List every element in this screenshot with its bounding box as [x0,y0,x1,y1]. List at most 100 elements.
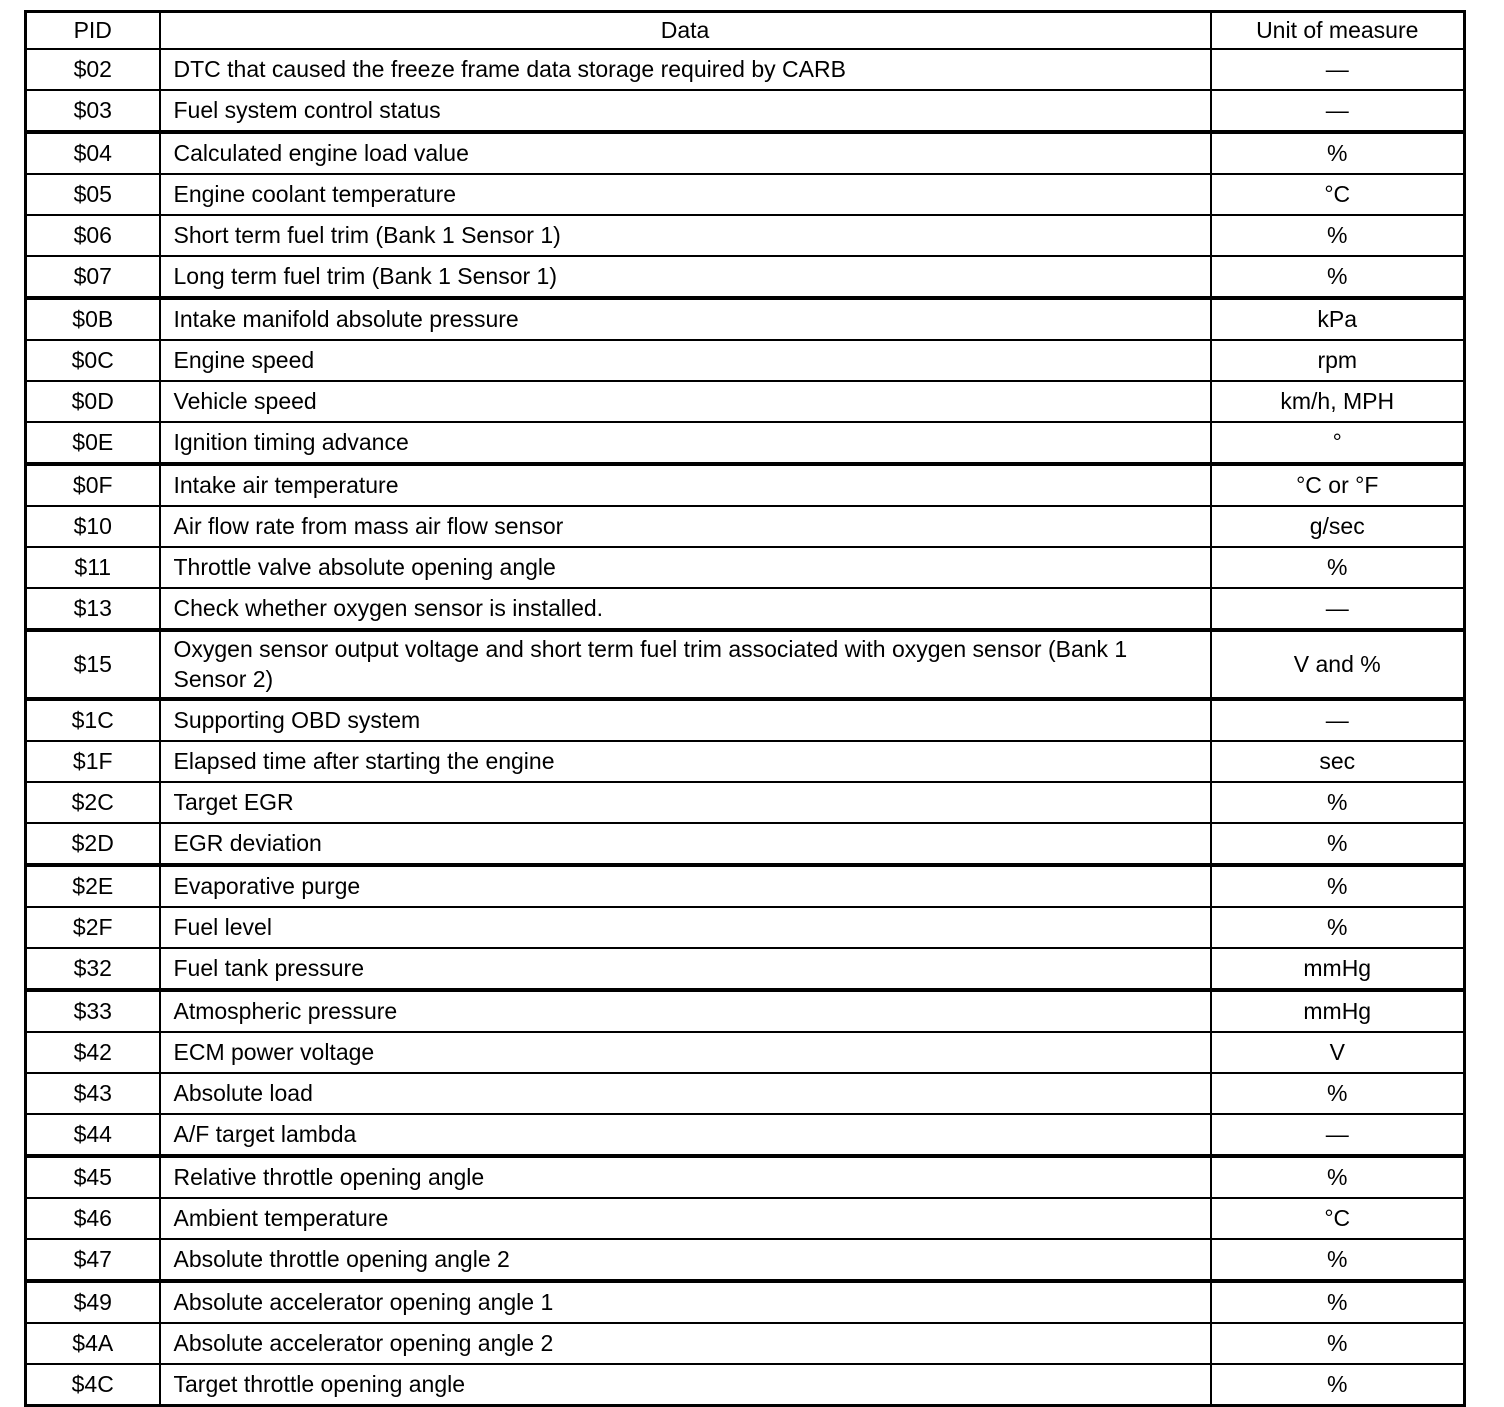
unit-cell: rpm [1209,339,1466,382]
pid-cell: $06 [24,214,161,257]
unit-cell: °C [1209,173,1466,216]
pid-cell: $2D [24,821,161,866]
unit-cell: — [1209,696,1466,742]
unit-cell: ° [1209,421,1466,465]
unit-cell: °C or °F [1209,462,1466,507]
data-cell: Air flow rate from mass air flow sensor [158,505,1212,548]
data-cell: Atmospheric pressure [158,987,1212,1033]
table-row: $02 DTC that caused the freeze frame data… [24,48,1466,91]
column-header-pid: PID [24,10,161,50]
data-cell: Intake air temperature [158,462,1212,507]
pid-cell: $02 [24,48,161,91]
table-row: $05 Engine coolant temperature °C [24,173,1466,216]
pid-cell: $42 [24,1030,161,1074]
unit-cell: kPa [1209,296,1466,341]
table-row: $33 Atmospheric pressure mmHg [24,987,1466,1033]
data-cell: Fuel tank pressure [158,946,1212,991]
table-row: $06 Short term fuel trim (Bank 1 Sensor 1… [24,214,1466,257]
data-cell: Elapsed time after starting the engine [158,739,1212,783]
data-cell: Long term fuel trim (Bank 1 Sensor 1) [158,255,1212,299]
pid-cell: $32 [24,946,161,991]
unit-cell: — [1209,48,1466,91]
table-row: $0B Intake manifold absolute pressure kPa [24,296,1466,341]
pid-cell: $1C [24,696,161,742]
pid-cell: $44 [24,1112,161,1157]
table-row: $44 A/F target lambda — [24,1112,1466,1157]
unit-cell: V and % [1209,628,1466,700]
unit-cell: mmHg [1209,987,1466,1033]
unit-cell: % [1209,546,1466,589]
pid-cell: $1F [24,739,161,783]
unit-cell: mmHg [1209,946,1466,991]
data-cell: Short term fuel trim (Bank 1 Sensor 1) [158,214,1212,257]
data-cell: Oxygen sensor output voltage and short t… [158,628,1212,700]
table-row: $42 ECM power voltage V [24,1030,1466,1074]
obd-pid-table: PID Data Unit of measure $02 DTC that cause… [24,10,1466,1407]
unit-cell: V [1209,1030,1466,1074]
pid-cell: $47 [24,1237,161,1282]
data-cell: Check whether oxygen sensor is installed… [158,587,1212,631]
data-cell: Absolute accelerator opening angle 2 [158,1321,1212,1365]
unit-cell: % [1209,905,1466,949]
unit-cell: % [1209,130,1466,175]
table-row: $1F Elapsed time after starting the engin… [24,739,1466,783]
data-cell: Fuel level [158,905,1212,949]
column-header-data: Data [158,10,1212,50]
unit-cell: — [1209,89,1466,133]
pid-cell: $07 [24,255,161,299]
table-row: $0C Engine speed rpm [24,339,1466,382]
unit-cell: % [1209,255,1466,299]
pid-cell: $03 [24,89,161,133]
data-cell: Target throttle opening angle [158,1362,1212,1407]
unit-cell: sec [1209,739,1466,783]
unit-cell: % [1209,862,1466,908]
table-row: $11 Throttle valve absolute opening angle… [24,546,1466,589]
data-cell: Evaporative purge [158,862,1212,908]
table-row: $45 Relative throttle opening angle% [24,1153,1466,1199]
table-row: $13 Check whether oxygen sensor is instal… [24,587,1466,631]
unit-cell: % [1209,1362,1466,1407]
data-cell: A/F target lambda [158,1112,1212,1157]
pid-cell: $11 [24,546,161,589]
unit-cell: °C [1209,1196,1466,1240]
table-row: $0E Ignition timing advance ° [24,421,1466,465]
table-row: $10 Air flow rate from mass air flow sens… [24,505,1466,548]
data-cell: Ignition timing advance [158,421,1212,465]
data-cell: Target EGR [158,780,1212,824]
table-body: $02 DTC that caused the freeze frame data… [24,48,1466,1407]
table-row: $32 Fuel tank pressure mmHg [24,946,1466,991]
data-cell: DTC that caused the freeze frame data st… [158,48,1212,91]
unit-cell: — [1209,1112,1466,1157]
data-cell: EGR deviation [158,821,1212,866]
table-row: $2D EGR deviation% [24,821,1466,866]
data-cell: Absolute load [158,1071,1212,1115]
table-row: $2C Target EGR% [24,780,1466,824]
unit-cell: % [1209,1071,1466,1115]
header-row: PID Data Unit of measure [24,10,1466,50]
unit-cell: % [1209,780,1466,824]
table-row: $47 Absolute throttle opening angle 2% [24,1237,1466,1282]
pid-cell: $05 [24,173,161,216]
pid-cell: $33 [24,987,161,1033]
pid-cell: $43 [24,1071,161,1115]
table-row: $2F Fuel level% [24,905,1466,949]
data-cell: Relative throttle opening angle [158,1153,1212,1199]
unit-cell: km/h, MPH [1209,380,1466,423]
unit-cell: % [1209,1321,1466,1365]
data-cell: Engine coolant temperature [158,173,1212,216]
data-cell: Calculated engine load value [158,130,1212,175]
data-cell: ECM power voltage [158,1030,1212,1074]
pid-cell: $0D [24,380,161,423]
table-row: $4A Absolute accelerator opening angle 2% [24,1321,1466,1365]
table-row: $4C Target throttle opening angle% [24,1362,1466,1407]
table-row: $03 Fuel system control status — [24,89,1466,133]
data-cell: Absolute throttle opening angle 2 [158,1237,1212,1282]
pid-cell: $0F [24,462,161,507]
pid-cell: $4C [24,1362,161,1407]
unit-cell: % [1209,1153,1466,1199]
table-row: $2E Evaporative purge% [24,862,1466,908]
data-cell: Vehicle speed [158,380,1212,423]
unit-cell: g/sec [1209,505,1466,548]
table-row: $15 Oxygen sensor output voltage and shor… [24,628,1466,700]
unit-cell: % [1209,214,1466,257]
